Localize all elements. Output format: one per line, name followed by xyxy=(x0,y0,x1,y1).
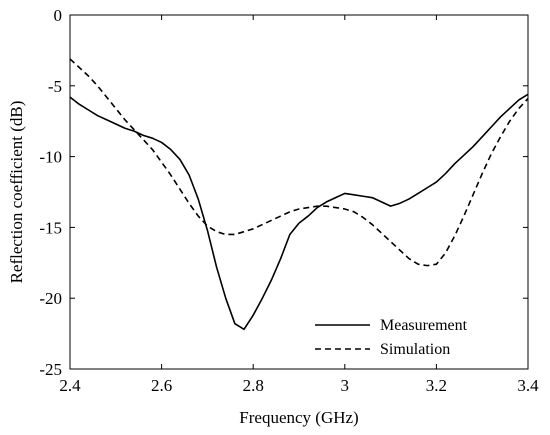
y-tick-label: -20 xyxy=(39,289,62,308)
y-tick-label: -5 xyxy=(48,77,62,96)
tick-marks xyxy=(69,14,529,370)
y-tick-label: 0 xyxy=(54,6,63,25)
series-layer xyxy=(69,58,529,331)
x-tick-label: 2.8 xyxy=(243,376,264,395)
x-tick-labels: 2.4 2.6 2.8 3 3.2 3.4 xyxy=(59,376,539,395)
legend-label-simulation: Simulation xyxy=(380,341,450,358)
series-line-simulation xyxy=(69,58,529,267)
y-tick-labels: 0 -5 -10 -15 -20 -25 xyxy=(39,6,62,379)
y-axis-label: Reflection coefficient (dB) xyxy=(7,101,26,284)
plot-frame xyxy=(69,14,529,370)
x-tick-label: 3.4 xyxy=(517,376,539,395)
y-tick-label: -25 xyxy=(39,360,62,379)
series-line-measurement xyxy=(69,93,529,331)
legend-label-measurement: Measurement xyxy=(380,317,468,334)
y-tick-label: -15 xyxy=(39,218,62,237)
x-tick-label: 3 xyxy=(341,376,350,395)
legend: Measurement Simulation xyxy=(315,317,468,358)
y-tick-label: -10 xyxy=(39,148,62,167)
x-axis-label: Frequency (GHz) xyxy=(239,408,358,427)
x-tick-label: 2.6 xyxy=(151,376,172,395)
plot-area xyxy=(69,14,529,370)
x-tick-label: 2.4 xyxy=(59,376,81,395)
x-tick-label: 3.2 xyxy=(426,376,447,395)
